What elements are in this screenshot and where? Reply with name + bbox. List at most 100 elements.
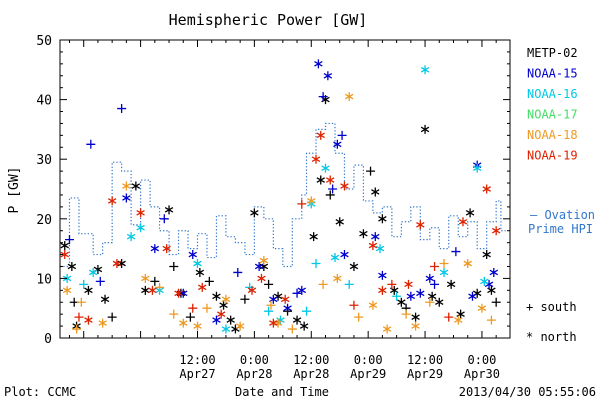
data-point-metp-02-29 [299,321,309,331]
data-point-metp-02-12 [164,205,174,215]
data-point-noaa-15-23 [371,232,380,242]
data-point-metp-02-0 [60,241,69,251]
x-tick-label-date: Apr29 [407,367,443,381]
y-axis-label: P [GW] [7,167,22,214]
data-point-noaa-19-15 [280,294,290,304]
data-point-noaa-19-18 [316,130,325,140]
data-point-noaa-15-18 [323,71,333,81]
data-point-metp-02-6 [100,294,110,304]
data-point-metp-02-26 [273,291,283,301]
data-point-noaa-16-19 [420,65,430,75]
data-point-metp-02-53 [491,297,501,307]
data-point-metp-02-44 [420,124,430,134]
data-point-noaa-18-5 [141,273,150,283]
timestamp: 2013/04/30 05:55:06 [459,385,596,399]
data-point-noaa-18-28 [454,315,463,325]
y-tick-label: 30 [36,153,52,168]
data-point-noaa-19-28 [444,312,454,322]
data-point-metp-02-21 [231,324,240,334]
data-point-noaa-15-25 [406,291,416,301]
data-point-noaa-19-3 [107,196,117,206]
data-point-noaa-16-9 [264,306,274,316]
data-point-metp-02-4 [84,285,93,295]
legend-entry-noaa-18: NOAA-18 [527,128,578,142]
marker-legend-north: * north [526,330,577,344]
data-point-noaa-15-13 [283,303,292,313]
data-point-noaa-18-8 [179,318,188,328]
data-point-noaa-15-30 [468,291,477,301]
data-point-metp-02-30 [309,232,318,242]
data-point-noaa-18-24 [401,309,411,319]
data-point-noaa-18-18 [318,279,328,289]
x-tick-label-date: Apr29 [350,367,386,381]
x-tick-label-time: 12:00 [293,353,329,367]
data-point-metp-02-20 [226,315,235,325]
data-point-noaa-18-4 [122,181,131,191]
data-point-noaa-16-3 [126,232,136,242]
data-point-noaa-19-13 [257,273,266,283]
data-point-noaa-19-6 [148,285,157,295]
data-point-metp-02-17 [204,276,214,286]
data-point-noaa-15-1 [86,139,96,149]
data-point-noaa-15-6 [159,214,169,224]
data-point-metp-02-1 [67,261,77,271]
data-point-noaa-18-17 [307,196,316,206]
data-point-metp-02-28 [292,315,302,325]
data-point-noaa-19-14 [269,318,278,328]
data-point-noaa-18-23 [382,324,392,334]
data-point-noaa-15-8 [188,250,197,260]
data-point-noaa-15-2 [95,276,105,286]
data-point-noaa-16-0 [62,273,72,283]
data-point-metp-02-43 [411,312,420,322]
data-point-noaa-16-4 [136,223,145,233]
data-point-metp-02-34 [335,217,344,227]
data-point-noaa-19-23 [378,285,387,295]
data-point-noaa-19-17 [311,154,321,164]
data-point-noaa-18-19 [333,273,342,283]
data-point-noaa-15-5 [150,244,160,254]
data-point-noaa-19-4 [112,259,122,268]
x-tick-label-time: 12:00 [407,353,443,367]
data-point-noaa-16-21 [472,163,482,173]
data-point-metp-02-41 [397,297,406,307]
marker-legend: + south * north [526,300,577,344]
data-point-metp-02-25 [264,279,274,289]
data-point-noaa-18-27 [439,259,449,268]
data-point-noaa-15-10 [233,267,243,277]
data-point-noaa-16-11 [302,306,312,316]
data-point-noaa-18-0 [62,285,72,295]
data-point-noaa-19-19 [326,175,335,185]
legend: METP-02 NOAA-15 NOAA-16 NOAA-17 NOAA-18 NOAA-… [527,46,578,163]
data-point-noaa-19-16 [297,199,307,209]
data-point-noaa-15-19 [328,184,338,194]
data-point-noaa-19-21 [349,300,359,310]
axes: 0102030405012:00Apr270:00Apr2812:00Apr28… [36,34,511,381]
data-point-noaa-18-3 [98,318,107,328]
legend-entry-noaa-15: NOAA-15 [527,67,578,81]
data-point-noaa-19-25 [404,279,413,289]
data-point-noaa-18-25 [411,321,420,331]
data-point-noaa-18-6 [155,282,165,292]
data-point-noaa-16-17 [375,244,385,254]
data-point-noaa-19-9 [188,303,198,313]
y-tick-label: 40 [36,94,52,109]
data-point-noaa-19-26 [416,220,425,230]
data-point-noaa-15-27 [425,273,435,283]
data-point-noaa-16-20 [439,267,449,277]
data-point-noaa-19-11 [216,309,226,319]
x-tick-label-date: Apr28 [293,367,329,381]
data-point-metp-02-7 [107,312,117,322]
legend-entry-noaa-17: NOAA-17 [527,108,578,122]
data-point-noaa-15-9 [212,315,221,325]
data-point-metp-02-35 [349,261,359,271]
data-point-noaa-18-30 [477,303,487,313]
data-point-noaa-15-29 [451,247,461,257]
data-point-noaa-18-1 [72,324,82,334]
data-point-noaa-16-1 [79,279,89,289]
data-point-noaa-18-14 [266,300,276,310]
data-point-noaa-18-21 [354,312,364,322]
data-point-noaa-19-22 [368,241,378,251]
data-point-noaa-19-7 [162,244,171,254]
data-point-noaa-19-2 [84,315,93,325]
